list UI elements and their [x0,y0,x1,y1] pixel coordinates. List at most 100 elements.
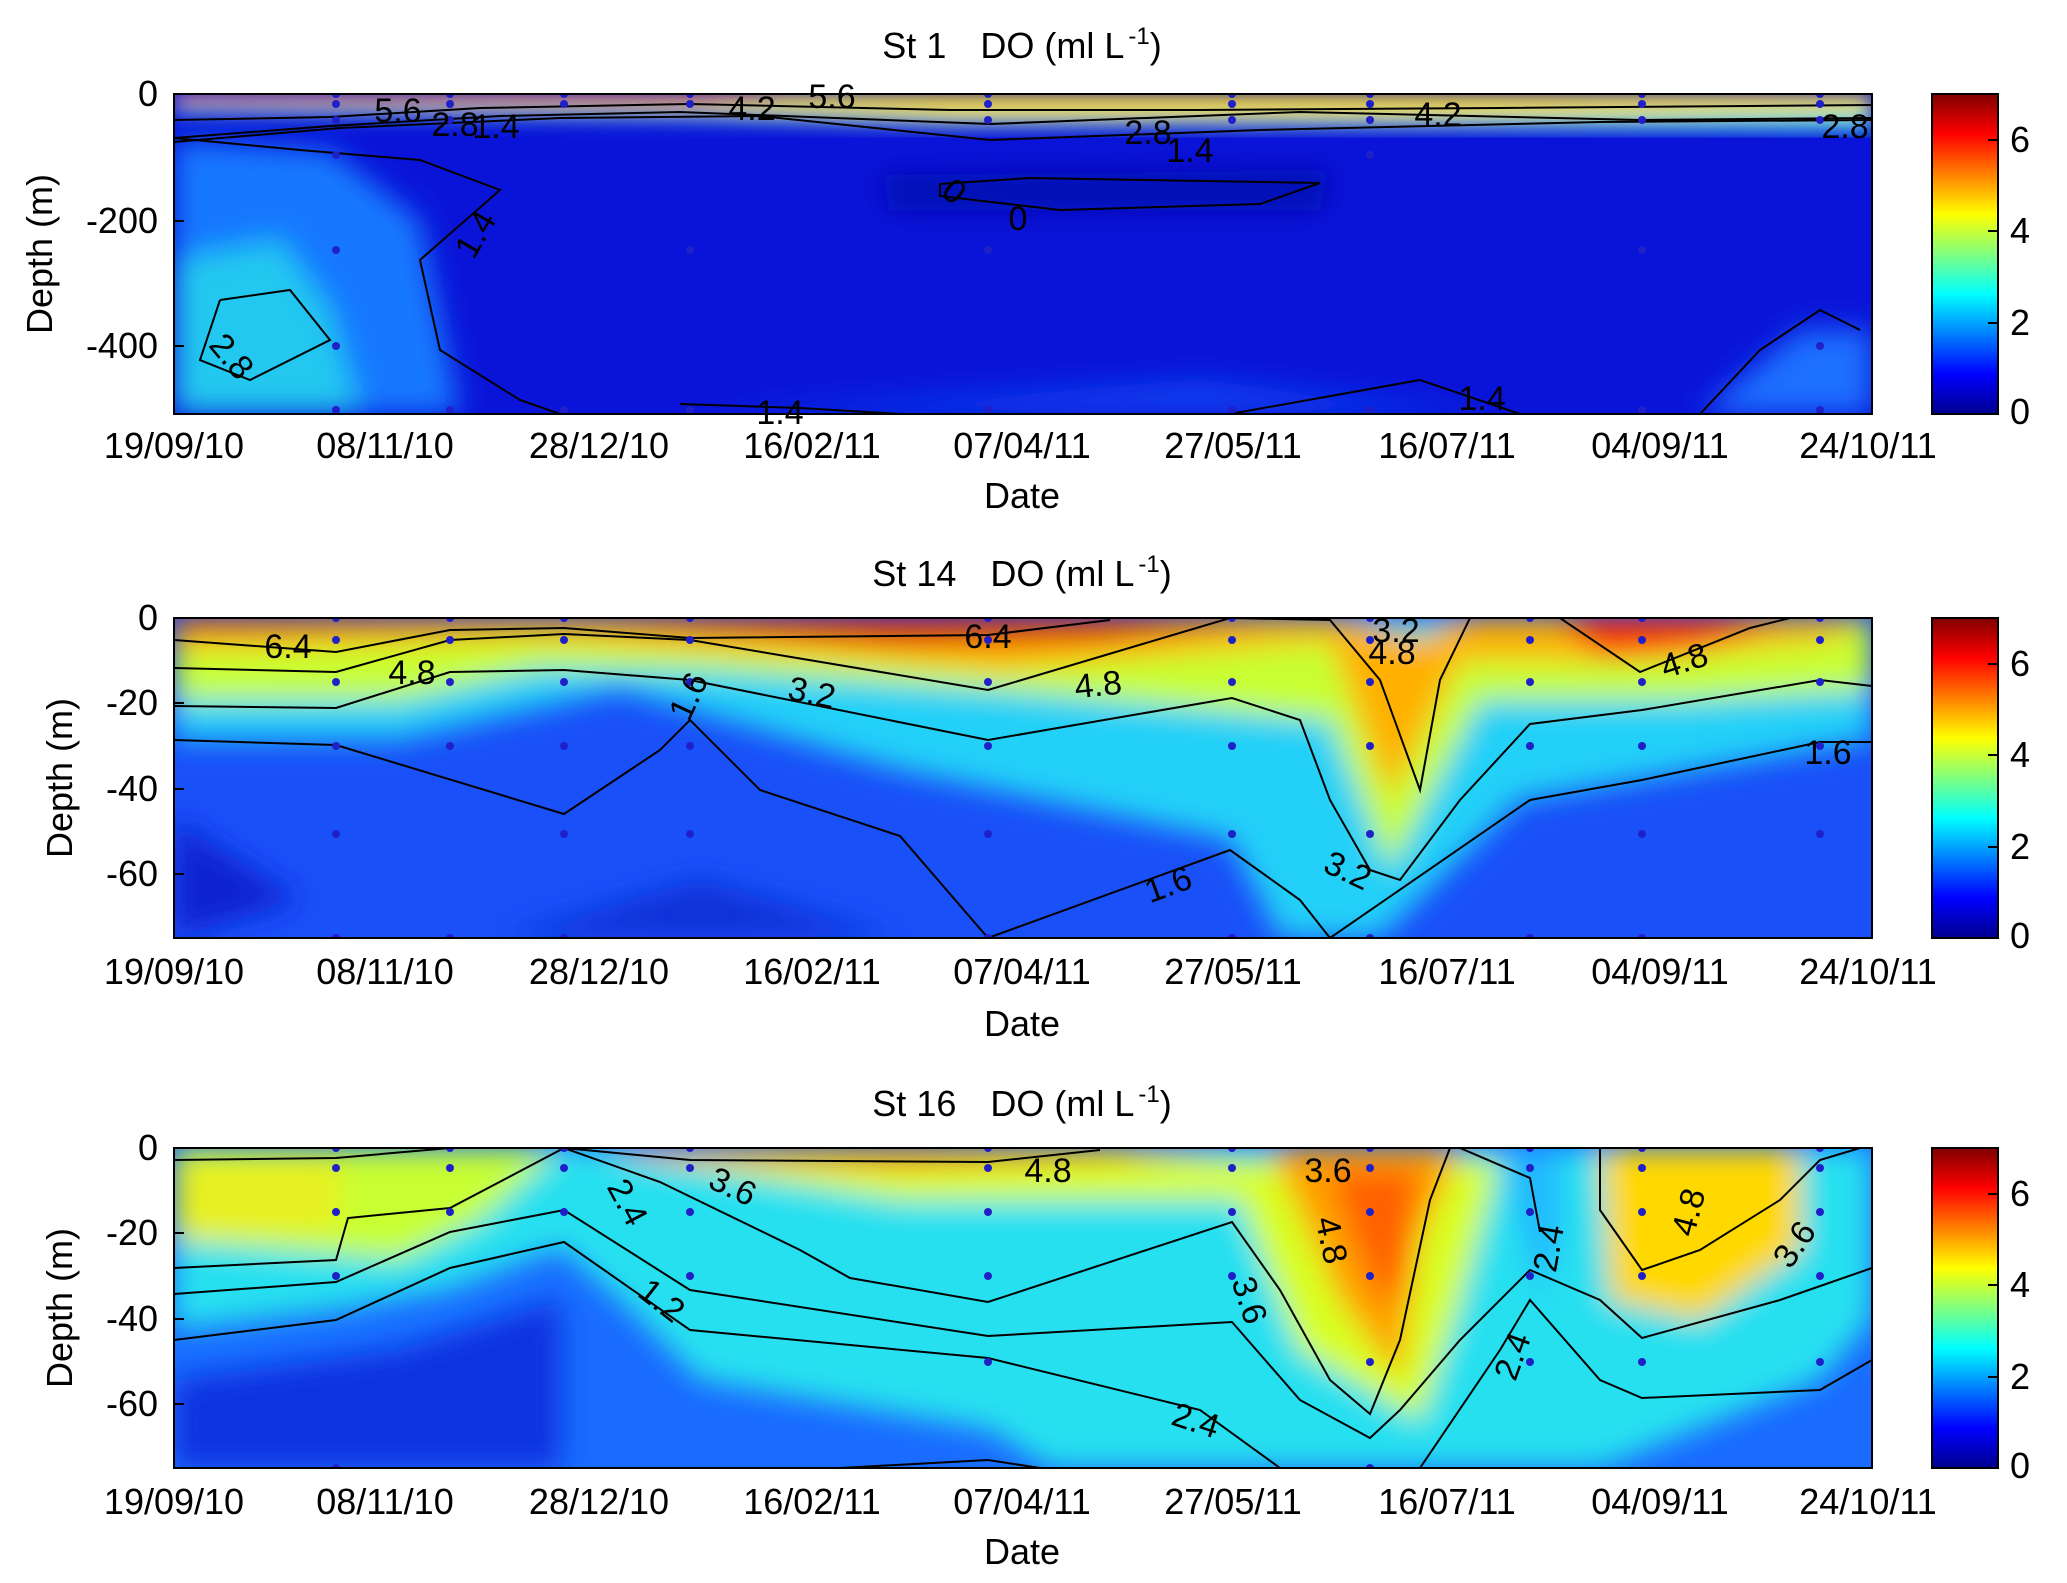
x-tick-label: 08/11/10 [316,425,453,466]
y-ticks-st1 [174,93,184,347]
title-station: St 1 [882,25,946,66]
colorbar-tick: 2 [2010,302,2030,343]
x-tick-label: 28/12/10 [529,951,669,992]
field-st14 [174,618,1872,938]
colorbar-tick: 6 [2010,643,2030,684]
y-tick-label: -200 [86,200,158,241]
y-tick-label: -20 [106,1212,158,1253]
y-tick-label: 0 [138,73,158,114]
panel-st16: 3.6 2.4 4.8 1.2 3.6 4.8 3.6 2.4 2.4 4.8 … [39,1081,2030,1572]
colorbar-tick: 4 [2010,734,2030,775]
contours-st16 [174,1148,1872,1468]
colorbar-tick: 6 [2010,119,2030,160]
x-tick-label: 24/10/11 [1799,1481,1936,1522]
contour-label: 1.4 [1166,132,1213,170]
samples-st1 [332,94,1824,414]
title-variable: DO (ml L [980,25,1124,66]
contour-label: 4.8 [388,654,435,692]
contour-label: 1.6 [1804,734,1851,772]
colorbar-st16: 0 2 4 6 [1931,1147,2030,1486]
contour-label: 5.6 [808,78,855,116]
x-tick-label: 27/05/11 [1164,1481,1301,1522]
contour-label: 5.6 [374,92,421,130]
contour-label: 3.6 [1304,1152,1351,1190]
chart-title: St 1 DO (ml L -1) [882,23,1161,66]
x-tick-label: 08/11/10 [316,951,453,992]
axes-frame-st1 [173,93,1873,415]
x-axis-label: Date [984,475,1060,516]
contour-label: 6.4 [264,628,311,666]
contour-label: 2.8 [1821,108,1868,146]
chart-title: St 14 DO (ml L -1) [872,551,1171,594]
x-tick-label: 28/12/10 [529,1481,669,1522]
contour-label: 4.8 [1368,634,1415,672]
colorbar-tick: 6 [2010,1173,2030,1214]
x-tick-label: 24/10/11 [1799,425,1936,466]
contour-label: 4.8 [1073,664,1124,707]
y-tick-label: -60 [106,1383,158,1424]
field-st16 [174,1148,1872,1468]
x-tick-label: 19/09/10 [104,951,244,992]
y-tick-label: 0 [138,597,158,638]
contour-label: 4.2 [1414,96,1461,134]
x-tick-label: 16/02/11 [743,1481,880,1522]
x-tick-label: 19/09/10 [104,1481,244,1522]
panel-st1: 5.6 2.8 1.4 4.2 5.6 4.2 2.8 1.4 2.8 0 0 … [19,23,2030,516]
contour-label: 0 [1009,200,1028,238]
x-tick-label: 28/12/10 [529,425,669,466]
x-tick-label: 27/05/11 [1164,425,1301,466]
x-tick-label: 16/02/11 [743,951,880,992]
y-tick-label: -20 [106,682,158,723]
colorbar-st1: 0 2 4 6 [1931,93,2030,432]
contour-label: 2.8 [1124,114,1171,152]
contour-label: 4.2 [728,90,775,128]
title-close: ) [1160,1083,1172,1124]
x-tick-label: 27/05/11 [1164,951,1301,992]
colorbar-tick: 4 [2010,210,2030,251]
x-tick-label: 07/04/11 [953,951,1090,992]
x-axis-label: Date [984,1003,1060,1044]
y-tick-label: -40 [106,768,158,809]
title-station: St 16 [872,1083,956,1124]
colorbar-tick: 2 [2010,826,2030,867]
x-tick-label: 07/04/11 [953,425,1090,466]
contour-label: 1.4 [472,108,519,146]
title-superscript: -1 [1138,551,1159,578]
samples-st14 [332,618,1824,938]
samples-st16 [332,1148,1824,1468]
colorbar-tick: 4 [2010,1264,2030,1305]
field-st1 [174,94,1872,414]
x-tick-label: 16/02/11 [743,425,880,466]
y-tick-label: -60 [106,853,158,894]
y-axis-label: Depth (m) [39,1228,80,1388]
x-tick-label: 04/09/11 [1591,951,1728,992]
contour-label: 2.8 [431,106,478,144]
y-tick-label: 0 [138,1127,158,1168]
y-axis-label: Depth (m) [39,698,80,858]
colorbar-tick: 0 [2010,391,2030,432]
x-tick-label: 07/04/11 [953,1481,1090,1522]
contours-st14 [174,618,1872,938]
x-tick-label: 24/10/11 [1799,951,1936,992]
x-tick-label: 04/09/11 [1591,1481,1728,1522]
panel-st14: 6.4 4.8 1.6 3.2 6.4 4.8 3.2 4.8 4.8 1.6 … [39,551,2030,1044]
axes-frame-st14 [173,617,1873,939]
title-close: ) [1160,553,1172,594]
colorbar-st14: 0 2 4 6 [1931,617,2030,956]
x-tick-label: 16/07/11 [1378,951,1515,992]
x-axis-label: Date [984,1531,1060,1572]
colorbar-tick: 0 [2010,1445,2030,1486]
title-station: St 14 [872,553,956,594]
x-tick-label: 16/07/11 [1378,1481,1515,1522]
x-tick-label: 16/07/11 [1378,425,1515,466]
title-variable: DO (ml L [990,1083,1134,1124]
x-tick-label: 04/09/11 [1591,425,1728,466]
x-tick-label: 08/11/10 [316,1481,453,1522]
contours-st1 [174,102,1872,414]
y-tick-label: -40 [106,1298,158,1339]
y-tick-label: -400 [86,325,158,366]
colorbar-tick: 0 [2010,915,2030,956]
contour-label: 1.4 [1458,380,1505,418]
title-superscript: -1 [1128,23,1149,50]
